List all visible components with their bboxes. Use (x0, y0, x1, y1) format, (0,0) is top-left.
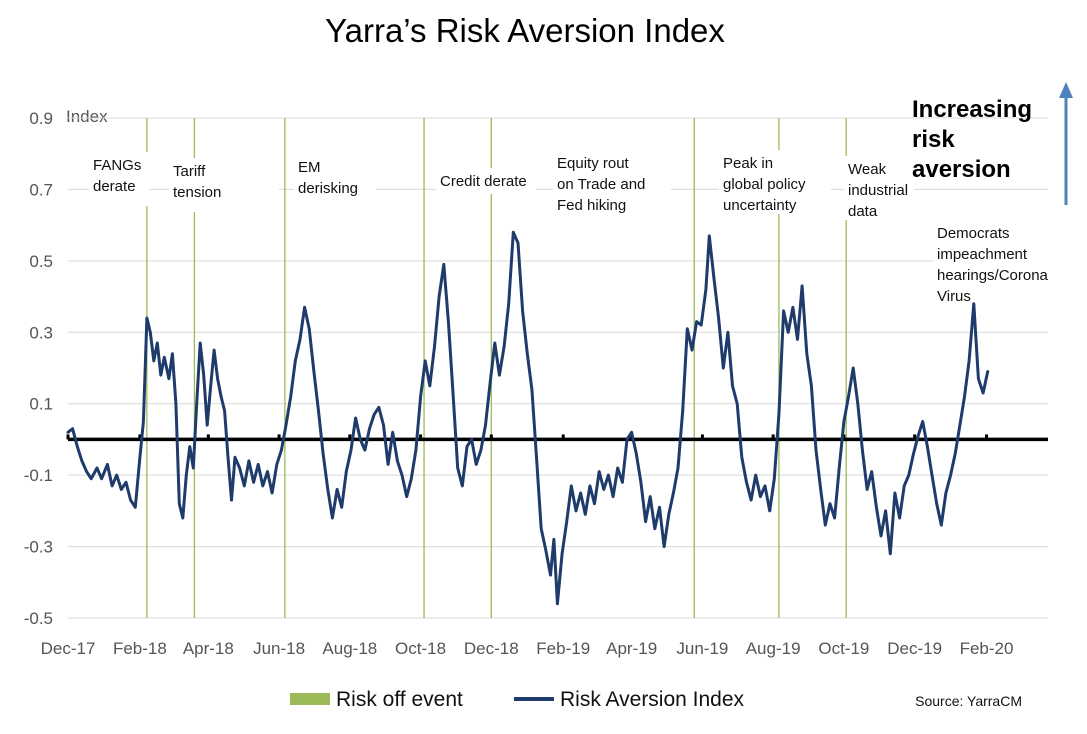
annotation-label: Virus (937, 288, 971, 305)
annotation-label: Peak in (723, 155, 773, 172)
annotation-label: derisking (298, 180, 358, 197)
x-tick-label: Feb-19 (536, 639, 590, 658)
series-layer (66, 230, 990, 606)
annotation-box (844, 156, 914, 220)
baseline-tick-marker (842, 434, 846, 440)
y-axis-ticks: 0.9 0.7 0.5 0.3 0.1 -0.1 -0.3 -0.5 (24, 109, 53, 628)
y-tick-label: -0.3 (24, 538, 53, 557)
y-tick-label: -0.5 (24, 609, 53, 628)
x-tick-label: Feb-18 (113, 639, 167, 658)
event-annotations: FANGs derate Tariff tension EM derisking Credi… (89, 150, 1051, 305)
baseline-tick-marker (700, 434, 704, 440)
baseline-tick-marker (138, 434, 142, 440)
chart-title: Yarra’s Risk Aversion Index (325, 12, 725, 49)
annotation-label: FANGs (93, 157, 141, 174)
y-tick-label: -0.1 (24, 466, 53, 485)
annotation-label: EM (298, 159, 321, 176)
callout-arrowhead (1059, 82, 1073, 98)
baseline-tick-marker (771, 434, 775, 440)
risk-aversion-index-line (66, 230, 990, 606)
x-tick-label: Aug-19 (746, 639, 801, 658)
x-axis-ticks: Dec-17 Feb-18 Apr-18 Jun-18 Aug-18 Oct-18 Dec-… (41, 639, 1014, 658)
baseline-tick-marker (419, 434, 423, 440)
annotation-label: Credit derate (440, 173, 527, 190)
baseline-tick-marker (985, 434, 989, 440)
x-tick-label: Oct-18 (395, 639, 446, 658)
x-tick-label: Dec-17 (41, 639, 96, 658)
legend-label-risk-off-event: Risk off event (336, 688, 463, 711)
annotation-box (933, 220, 1051, 298)
callout-label: Increasing (912, 96, 1032, 123)
baseline-tick-marker (489, 434, 493, 440)
zero-baseline (66, 434, 1048, 442)
annotation-label: on Trade and (557, 176, 645, 193)
x-tick-label: Apr-18 (183, 639, 234, 658)
annotation-label: Fed hiking (557, 197, 626, 214)
x-tick-label: Dec-19 (887, 639, 942, 658)
annotation-box (169, 158, 279, 212)
baseline-tick-marker (913, 434, 917, 440)
annotation-label: tension (173, 184, 221, 201)
increasing-risk-aversion-callout: Increasing risk aversion (912, 82, 1073, 205)
annotation-label: impeachment (937, 246, 1028, 263)
y-axis-label: Index (66, 107, 108, 126)
baseline-tick-marker (206, 434, 210, 440)
x-tick-label: Apr-19 (606, 639, 657, 658)
x-tick-label: Oct-19 (818, 639, 869, 658)
annotation-label: uncertainty (723, 197, 797, 214)
x-tick-label: Jun-18 (253, 639, 305, 658)
annotation-label: hearings/Corona (937, 267, 1049, 284)
source-note: Source: YarraCM (915, 693, 1022, 709)
annotation-box (294, 154, 376, 198)
annotation-label: Tariff (173, 163, 206, 180)
callout-label: aversion (912, 156, 1011, 183)
y-tick-label: 0.3 (29, 323, 53, 342)
y-tick-label: 0.1 (29, 395, 53, 414)
annotation-box (719, 150, 831, 214)
baseline-tick-marker (277, 434, 281, 440)
baseline-tick-marker (561, 434, 565, 440)
y-tick-label: 0.7 (29, 180, 53, 199)
x-tick-label: Dec-18 (464, 639, 519, 658)
legend-swatch-risk-off-event (290, 693, 330, 705)
annotation-label: industrial (848, 182, 908, 199)
annotation-label: Weak (848, 161, 887, 178)
callout-label: risk (912, 126, 955, 153)
baseline-tick-marker (348, 434, 352, 440)
x-tick-label: Feb-20 (960, 639, 1014, 658)
annotation-box (89, 152, 149, 206)
x-tick-label: Aug-18 (322, 639, 377, 658)
baseline-tick-marker (66, 434, 70, 440)
y-tick-label: 0.9 (29, 109, 53, 128)
annotation-label: Democrats (937, 225, 1010, 242)
y-tick-label: 0.5 (29, 252, 53, 271)
annotation-label: derate (93, 178, 136, 195)
annotation-box (553, 150, 671, 214)
annotation-label: Equity rout (557, 155, 630, 172)
annotation-label: global policy (723, 176, 806, 193)
annotation-box (436, 168, 536, 194)
legend: Risk off event Risk Aversion Index (290, 688, 745, 711)
annotation-label: data (848, 203, 878, 220)
legend-label-risk-aversion-index: Risk Aversion Index (560, 688, 745, 711)
x-tick-label: Jun-19 (676, 639, 728, 658)
